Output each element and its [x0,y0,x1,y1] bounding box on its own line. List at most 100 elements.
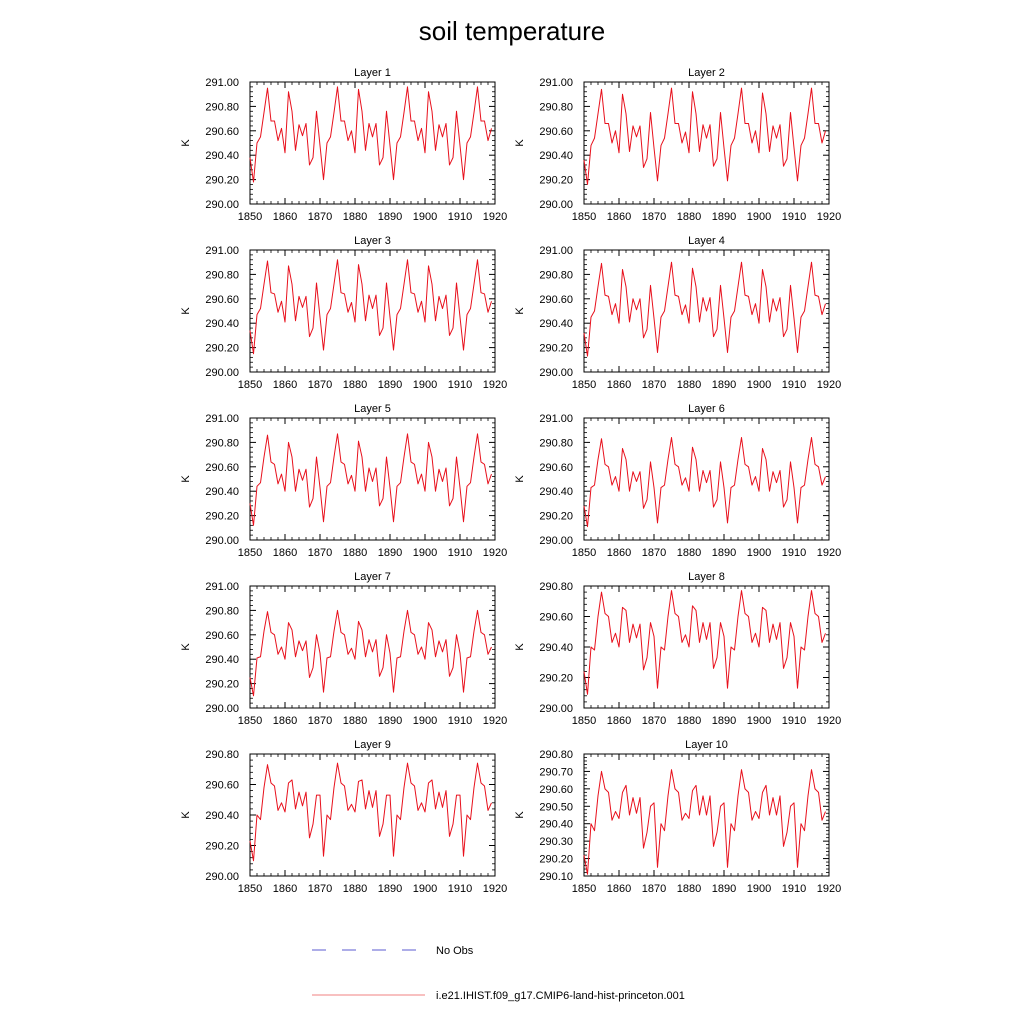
panel-9-series-line [249,762,492,862]
panel-5-ytick-label: 290.00 [205,535,239,547]
panel-10-ytick-label: 290.10 [539,871,573,883]
panel-2-ylabel: K [514,139,526,147]
panel-3-ytick-label: 290.60 [205,294,239,306]
panel-3-ytick-label: 290.80 [205,269,239,281]
panel-10-xtick-label: 1920 [817,883,841,895]
panel-2-ytick-label: 290.80 [539,101,573,113]
panel-9: Layer 9 K 1850 1860 1870 1880 1890 1900 1910 1920… [180,739,507,895]
panel-9-ytick-label: 290.80 [205,749,239,761]
panel-8-xtick-label: 1910 [782,715,806,727]
panel-4-ylabel: K [514,307,526,315]
panel-9-ytick-label: 290.00 [205,871,239,883]
panel-3-xtick-label: 1910 [448,379,472,391]
panel-2-series-line [583,87,826,185]
panel-4-ytick-label: 290.60 [539,294,573,306]
panel-2-ytick-label: 290.40 [539,150,573,162]
panel-7-series-line [249,609,492,697]
panel-10-xtick-label: 1850 [572,883,596,895]
panel-9-xtick-label: 1920 [483,883,507,895]
panel-7-xtick-label: 1860 [273,715,297,727]
panels: Layer 1 K 1850 1860 1870 1880 1890 1900 1910 1920… [180,67,841,895]
panel-7-xtick-label: 1850 [238,715,262,727]
panel-10-ytick-label: 290.20 [539,854,573,866]
panel-2-xtick-label: 1860 [607,211,631,223]
figure-title: soil temperature [419,16,605,46]
panel-6-ytick-label: 290.00 [539,535,573,547]
panel-2-xtick-label: 1850 [572,211,596,223]
panel-10-xtick-label: 1870 [642,883,666,895]
panel-2-ytick-label: 291.00 [539,77,573,89]
panel-4-xtick-label: 1870 [642,379,666,391]
panel-7-xtick-label: 1880 [343,715,367,727]
panel-4-xtick-label: 1860 [607,379,631,391]
panel-5-ytick-label: 291.00 [205,413,239,425]
panel-7-ytick-label: 290.40 [205,654,239,666]
panel-7-xtick-label: 1920 [483,715,507,727]
panel-3-xtick-label: 1900 [413,379,437,391]
panel-1-ylabel: K [180,139,192,147]
panel-3-ytick-label: 291.00 [205,245,239,257]
panel-8-xtick-label: 1920 [817,715,841,727]
panel-9-frame [249,753,496,877]
panel-2-ytick-label: 290.20 [539,175,573,187]
panel-6-xtick-label: 1920 [817,547,841,559]
panel-7-ylabel: K [180,643,192,651]
panel-2-xtick-label: 1880 [677,211,701,223]
panel-5-xtick-label: 1850 [238,547,262,559]
panel-1-ytick-label: 290.60 [205,126,239,138]
panel-1-series-line [249,86,492,183]
panel-8-ytick-label: 290.20 [539,673,573,685]
panel-2-ytick-label: 290.00 [539,199,573,211]
panel-8-xtick-label: 1860 [607,715,631,727]
panel-1-ytick-label: 290.20 [205,175,239,187]
panel-6-ytick-label: 290.20 [539,511,573,523]
panel-10-ytick-label: 290.80 [539,749,573,761]
panel-7-xtick-label: 1870 [308,715,332,727]
panel-1-ytick-label: 290.00 [205,199,239,211]
panel-6-xtick-label: 1860 [607,547,631,559]
panel-10-ylabel: K [514,811,526,819]
panel-6-ytick-label: 291.00 [539,413,573,425]
panel-3-xtick-label: 1890 [378,379,402,391]
panel-3-xtick-label: 1880 [343,379,367,391]
panel-3-xtick-label: 1850 [238,379,262,391]
panel-2-frame [583,81,830,205]
panel-7-ytick-label: 290.20 [205,679,239,691]
panel-6-xtick-label: 1870 [642,547,666,559]
panel-7-xtick-label: 1900 [413,715,437,727]
panel-8-xtick-label: 1880 [677,715,701,727]
panel-2-xtick-label: 1920 [817,211,841,223]
panel-7-title: Layer 7 [354,571,391,583]
panel-5-xtick-label: 1870 [308,547,332,559]
panel-6-ytick-label: 290.60 [539,462,573,474]
panel-8-xtick-label: 1850 [572,715,596,727]
panel-5-ytick-label: 290.20 [205,511,239,523]
panel-4-xtick-label: 1890 [712,379,736,391]
panel-1-ytick-label: 291.00 [205,77,239,89]
panel-5-ytick-label: 290.60 [205,462,239,474]
panel-1-xtick-label: 1860 [273,211,297,223]
panel-4-ytick-label: 291.00 [539,245,573,257]
panel-8: Layer 8 K 1850 1860 1870 1880 1890 1900 1910 1920… [514,571,841,727]
panel-10-ytick-label: 290.60 [539,784,573,796]
panel-4-frame [583,249,830,373]
panel-1: Layer 1 K 1850 1860 1870 1880 1890 1900 1910 1920… [180,67,507,223]
panel-4-ytick-label: 290.20 [539,343,573,355]
panel-6-frame [583,417,830,541]
panel-5-title: Layer 5 [354,403,391,415]
panel-10-xtick-label: 1860 [607,883,631,895]
panel-9-xtick-label: 1870 [308,883,332,895]
panel-3-xtick-label: 1870 [308,379,332,391]
panel-9-ylabel: K [180,811,192,819]
panel-2-title: Layer 2 [688,67,725,79]
panel-4-ytick-label: 290.40 [539,318,573,330]
panel-7-ytick-label: 290.60 [205,630,239,642]
panel-7-frame [249,585,496,709]
panel-1-xtick-label: 1910 [448,211,472,223]
panel-7-ytick-label: 291.00 [205,581,239,593]
panel-9-xtick-label: 1860 [273,883,297,895]
panel-10: Layer 10 K 1850 1860 1870 1880 1890 1900 1910 192… [514,739,841,895]
panel-10-xtick-label: 1900 [747,883,771,895]
panel-3-series-line [249,259,492,355]
panel-3-ytick-label: 290.40 [205,318,239,330]
